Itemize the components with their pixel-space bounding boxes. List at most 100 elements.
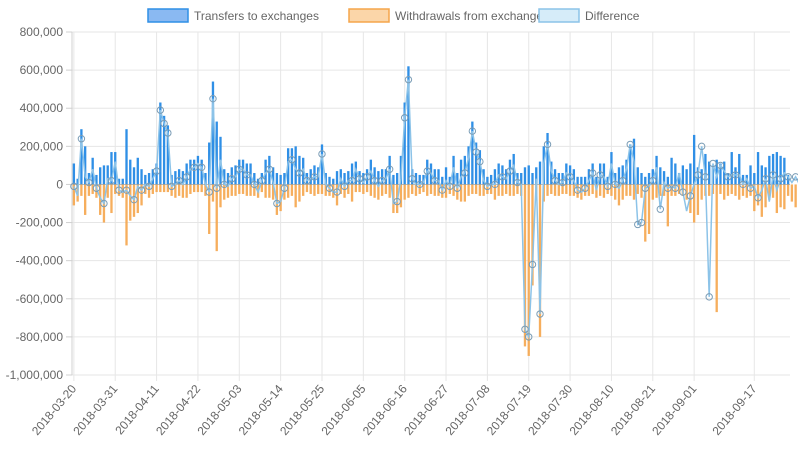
withdrawal-bar bbox=[208, 184, 211, 234]
transfer-bar bbox=[279, 174, 282, 185]
transfer-bar bbox=[659, 167, 662, 185]
difference-line bbox=[73, 79, 798, 340]
transfer-bar bbox=[166, 125, 170, 185]
withdrawal-bar bbox=[170, 184, 173, 196]
withdrawal-bar bbox=[339, 184, 342, 194]
withdrawal-bar bbox=[177, 184, 181, 196]
transfer-bar bbox=[95, 174, 98, 185]
transfer-bar bbox=[76, 178, 79, 185]
transfer-bar bbox=[527, 165, 530, 185]
withdrawal-bar bbox=[388, 184, 391, 198]
transfer-bar bbox=[151, 169, 154, 185]
difference-point bbox=[288, 155, 296, 164]
withdrawal-bar bbox=[738, 184, 741, 200]
chart-legend[interactable]: Transfers to exchanges Withdrawals from e… bbox=[147, 8, 640, 23]
transfer-bar bbox=[681, 165, 685, 185]
difference-point bbox=[761, 175, 770, 183]
difference-point bbox=[769, 171, 777, 179]
withdrawal-bar bbox=[286, 184, 290, 198]
withdrawal-bar bbox=[614, 184, 617, 200]
transfer-bar bbox=[662, 171, 666, 185]
withdrawal-bar bbox=[433, 184, 436, 196]
transfer-bar bbox=[580, 176, 583, 185]
y-tick-label: 800,000 bbox=[20, 25, 64, 39]
difference-point bbox=[385, 165, 394, 173]
transfer-bar bbox=[354, 161, 357, 185]
withdrawal-bar bbox=[760, 184, 763, 217]
difference-point bbox=[393, 197, 401, 206]
withdrawal-bar bbox=[561, 184, 564, 194]
difference-point bbox=[164, 129, 172, 137]
difference-point bbox=[250, 180, 259, 189]
withdrawal-bar bbox=[320, 184, 324, 194]
transfer-bar bbox=[407, 66, 410, 185]
difference-point bbox=[588, 169, 597, 177]
transfer-bar bbox=[144, 174, 147, 185]
withdrawal-bar bbox=[418, 184, 421, 194]
withdrawal-bar bbox=[317, 184, 320, 194]
transfer-bar bbox=[418, 174, 421, 185]
transfer-bar bbox=[478, 150, 482, 185]
difference-point bbox=[400, 114, 409, 122]
difference-point bbox=[280, 184, 289, 192]
withdrawal-bar bbox=[245, 184, 248, 196]
withdrawal-bar bbox=[166, 184, 170, 193]
y-tick-label: -200,000 bbox=[16, 216, 64, 230]
difference-point bbox=[333, 188, 341, 196]
transfer-bar bbox=[531, 173, 534, 185]
withdrawal-bar bbox=[636, 184, 639, 194]
difference-point bbox=[566, 173, 574, 181]
transfer-bar bbox=[403, 102, 406, 185]
transfer-bar bbox=[290, 148, 294, 185]
transfer-bar bbox=[741, 174, 745, 185]
transfer-bar bbox=[704, 153, 707, 185]
difference-point bbox=[709, 159, 717, 168]
withdrawal-bar bbox=[189, 184, 192, 194]
difference-point bbox=[228, 175, 236, 183]
withdrawal-bar bbox=[283, 184, 286, 200]
transfer-bar bbox=[208, 142, 211, 185]
transfer-bar bbox=[636, 167, 639, 185]
withdrawal-bar bbox=[505, 184, 508, 194]
withdrawal-bar bbox=[125, 184, 128, 246]
withdrawal-bar bbox=[279, 184, 282, 212]
withdrawal-bar bbox=[204, 184, 207, 196]
transfer-bar bbox=[414, 173, 418, 185]
transfer-bar bbox=[629, 144, 632, 185]
transfer-bar bbox=[516, 173, 519, 185]
difference-point bbox=[137, 186, 146, 194]
withdrawal-bar bbox=[700, 184, 703, 200]
transfer-bar bbox=[332, 178, 335, 185]
transfer-bar bbox=[102, 165, 106, 185]
difference-point bbox=[543, 140, 552, 149]
y-tick-label: 0 bbox=[56, 177, 63, 191]
difference-point bbox=[573, 186, 582, 194]
legend-swatch-2[interactable] bbox=[538, 8, 580, 23]
x-axis-ticks: 2018-03-202018-03-312018-04-112018-04-22… bbox=[29, 382, 760, 438]
legend-swatch-1[interactable] bbox=[348, 8, 390, 23]
withdrawal-bar bbox=[662, 184, 666, 196]
chart-grid bbox=[66, 31, 790, 381]
transfer-bar bbox=[433, 169, 436, 185]
difference-point bbox=[476, 157, 484, 166]
difference-point bbox=[649, 176, 657, 185]
withdrawal-bar bbox=[234, 184, 237, 196]
difference-point bbox=[310, 173, 319, 181]
withdrawal-bar bbox=[730, 184, 733, 194]
difference-point bbox=[603, 182, 612, 191]
transfer-bar bbox=[523, 167, 527, 185]
transfer-bar bbox=[294, 146, 297, 185]
transfer-bar bbox=[719, 163, 722, 185]
withdrawal-bar bbox=[591, 184, 594, 194]
transfer-bar bbox=[644, 176, 647, 185]
withdrawal-bar bbox=[87, 184, 91, 196]
transfer-bar bbox=[779, 155, 782, 185]
transfer-bar bbox=[275, 173, 279, 185]
transfer-bar bbox=[347, 171, 350, 185]
withdrawal-bar bbox=[779, 184, 782, 208]
legend-swatch-0[interactable] bbox=[147, 8, 189, 23]
transfer-bar bbox=[647, 173, 651, 185]
withdrawal-bar bbox=[497, 184, 500, 196]
transfer-bar bbox=[689, 163, 692, 185]
